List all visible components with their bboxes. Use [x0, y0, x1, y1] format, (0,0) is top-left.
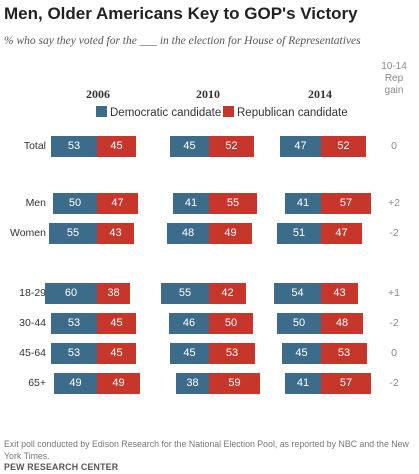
year-header-2014: 2014 [308, 87, 332, 101]
rep-bar-2010: 53 [209, 343, 255, 364]
dem-bar-2006: 53 [51, 343, 97, 364]
dem-bar-2014: 54 [274, 283, 321, 304]
dem-bar-2010: 41 [173, 193, 209, 214]
rep-bar-2014: 47 [321, 223, 362, 244]
rep-bar-2010: 50 [209, 313, 253, 334]
rep-gain-value: 0 [391, 140, 397, 152]
rep-bar-2010: 59 [209, 373, 260, 394]
rep-bar-2010: 55 [209, 193, 257, 214]
dem-bar-2006: 50 [53, 193, 97, 214]
rep-bar-2014: 57 [321, 193, 371, 214]
rep-bar-2014: 57 [321, 373, 371, 394]
dem-bar-2010: 45 [170, 136, 209, 157]
gain-header: 10-14 Rep gain [374, 61, 414, 97]
legend-swatch-republican [223, 106, 234, 117]
row-label: Women [10, 227, 46, 239]
rep-bar-2006: 38 [97, 283, 130, 304]
dem-bar-2010: 55 [161, 283, 209, 304]
rep-gain-value: -2 [389, 317, 399, 329]
footnote: Exit poll conducted by Edison Research f… [4, 439, 409, 461]
dem-bar-2006: 60 [45, 283, 97, 304]
rep-bar-2006: 45 [97, 343, 136, 364]
dem-bar-2006: 53 [51, 136, 97, 157]
dem-bar-2006: 49 [54, 373, 97, 394]
source-credit: PEW RESEARCH CENTER [4, 462, 119, 472]
dem-bar-2014: 41 [285, 193, 321, 214]
legend-label-republican: Republican candidate [237, 107, 348, 119]
rep-gain-value: +1 [388, 287, 400, 299]
rep-bar-2006: 43 [97, 223, 134, 244]
dem-bar-2014: 51 [277, 223, 321, 244]
rep-bar-2010: 49 [209, 223, 252, 244]
rep-gain-value: 0 [391, 347, 397, 359]
rep-bar-2010: 42 [209, 283, 246, 304]
rep-bar-2014: 52 [321, 136, 366, 157]
rep-gain-value: -2 [389, 227, 399, 239]
rep-bar-2014: 43 [321, 283, 358, 304]
legend-swatch-democratic [96, 106, 107, 117]
dem-bar-2014: 50 [277, 313, 321, 334]
dem-bar-2010: 38 [176, 373, 209, 394]
rep-bar-2014: 53 [321, 343, 367, 364]
rep-bar-2006: 47 [97, 193, 138, 214]
dem-bar-2010: 48 [167, 223, 209, 244]
row-label: 18-29 [19, 287, 46, 299]
dem-bar-2006: 53 [51, 313, 97, 334]
rep-bar-2014: 48 [321, 313, 363, 334]
year-header-2010: 2010 [196, 87, 220, 101]
dem-bar-2014: 41 [285, 373, 321, 394]
rep-gain-value: +2 [388, 197, 400, 209]
dem-bar-2010: 46 [169, 313, 209, 334]
row-label: Men [25, 197, 46, 209]
rep-bar-2010: 52 [209, 136, 254, 157]
row-label: 45-64 [19, 347, 46, 359]
dem-bar-2006: 55 [49, 223, 97, 244]
row-label: 65+ [28, 377, 46, 389]
legend-republican: Republican candidate [223, 106, 348, 119]
rep-bar-2006: 45 [97, 313, 136, 334]
rep-bar-2006: 45 [97, 136, 136, 157]
legend-democratic: Democratic candidate [96, 106, 221, 119]
chart-subtitle: % who say they voted for the ___ in the … [4, 35, 361, 47]
dem-bar-2014: 47 [280, 136, 321, 157]
gain-header-text: 10-14 Rep gain [381, 61, 407, 96]
legend-label-democratic: Democratic candidate [110, 107, 222, 119]
rep-gain-value: -2 [389, 377, 399, 389]
row-label: 30-44 [19, 317, 46, 329]
chart-title: Men, Older Americans Key to GOP's Victor… [4, 4, 358, 23]
year-header-2006: 2006 [86, 87, 110, 101]
row-label: Total [23, 140, 46, 152]
dem-bar-2010: 45 [170, 343, 209, 364]
dem-bar-2014: 45 [282, 343, 321, 364]
rep-bar-2006: 49 [97, 373, 140, 394]
